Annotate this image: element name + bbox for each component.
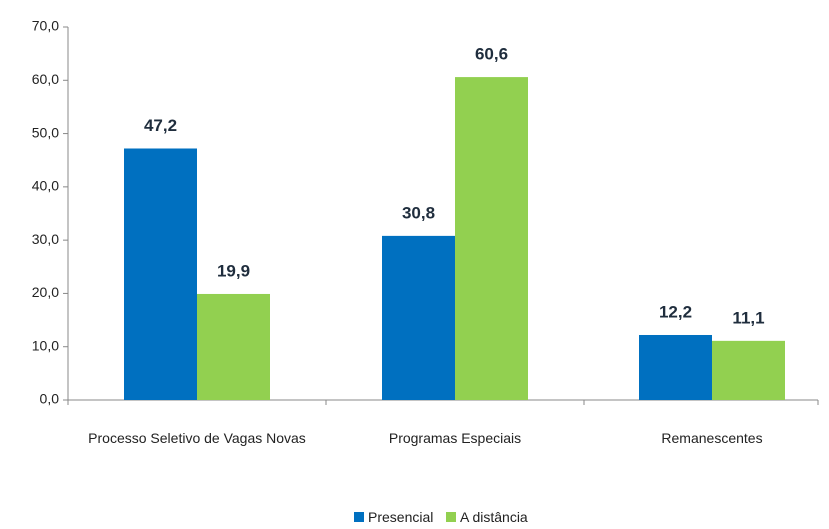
legend-swatch — [446, 512, 456, 522]
y-tick-label: 20,0 — [32, 284, 59, 300]
value-label: 30,8 — [402, 203, 435, 222]
legend-item: A distância — [446, 509, 528, 525]
value-label: 60,6 — [475, 45, 508, 64]
y-tick-label: 70,0 — [32, 18, 59, 34]
value-label: 12,2 — [659, 302, 692, 321]
x-tick-label: Processo Seletivo de Vagas Novas — [88, 430, 306, 446]
y-tick-label: 30,0 — [32, 231, 59, 247]
legend-swatch — [354, 512, 364, 522]
bar — [639, 334, 712, 400]
bar — [455, 77, 528, 401]
x-tick-label: Programas Especiais — [388, 430, 522, 446]
y-tick-label: 10,0 — [32, 337, 59, 353]
value-label: 19,9 — [217, 261, 250, 280]
legend-item: Presencial — [354, 509, 433, 525]
legend-label: A distância — [460, 509, 528, 525]
x-tick-label: Remanescentes — [661, 430, 763, 446]
legend-label: Presencial — [368, 509, 434, 525]
bar — [712, 340, 785, 400]
y-tick-label: 0,0 — [40, 391, 60, 407]
y-tick-label: 40,0 — [32, 178, 59, 194]
bar — [197, 293, 270, 400]
value-label: 11,1 — [732, 308, 764, 327]
value-label: 47,2 — [144, 116, 177, 135]
y-tick-label: 50,0 — [32, 124, 59, 140]
bar — [124, 148, 197, 400]
y-tick-label: 60,0 — [32, 71, 59, 87]
bar — [382, 235, 455, 400]
